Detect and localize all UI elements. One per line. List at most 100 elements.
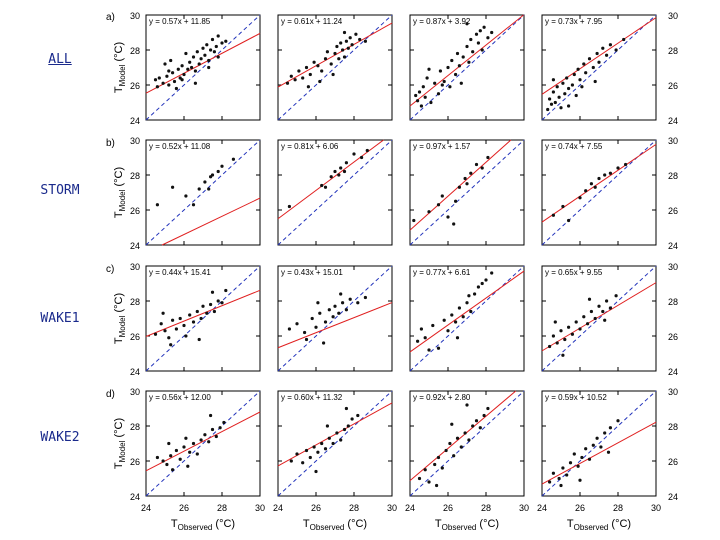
data-point [171, 318, 175, 322]
data-point [182, 323, 186, 328]
x-tick-label: 24 [273, 503, 283, 513]
data-point [455, 436, 460, 440]
data-point [363, 39, 367, 43]
data-point [339, 166, 343, 170]
data-point [459, 81, 463, 85]
data-point [199, 57, 203, 61]
fit-equation: y = 0.61x + 11.24 [281, 17, 343, 26]
data-point [327, 436, 331, 440]
row-label-storm: STORM [40, 183, 80, 198]
data-point [207, 440, 211, 444]
data-point [188, 60, 192, 64]
data-point [308, 455, 312, 460]
data-point [467, 438, 471, 442]
data-point [431, 323, 435, 328]
data-point [440, 466, 444, 470]
data-point [423, 468, 427, 472]
data-point [440, 194, 444, 198]
data-point [414, 93, 418, 98]
data-point [578, 327, 582, 331]
row-label-all: ALL [48, 52, 72, 67]
plot-frame [145, 265, 261, 372]
data-point [476, 41, 480, 45]
data-point [169, 58, 173, 63]
data-point [557, 95, 561, 99]
data-point [295, 452, 299, 456]
data-point [316, 64, 320, 68]
data-point [416, 99, 420, 103]
data-point [155, 203, 159, 207]
regression-line [409, 14, 524, 107]
data-point [318, 311, 322, 315]
data-point [446, 65, 450, 70]
data-point [191, 55, 196, 59]
x-tick-label: 30 [255, 503, 265, 513]
data-point [339, 438, 343, 442]
fit-equation: y = 0.65x + 9.55 [545, 268, 603, 277]
y-tick-label: 26 [668, 81, 678, 91]
data-point [201, 304, 205, 308]
data-point [435, 483, 439, 488]
data-point [222, 420, 226, 425]
data-point [482, 25, 486, 29]
data-point [350, 417, 354, 421]
y-axis-label: TModel (°C) [113, 418, 127, 469]
y-tick-label: 26 [668, 457, 678, 467]
data-point [454, 199, 458, 203]
data-point [548, 344, 552, 349]
data-point [548, 480, 552, 484]
regression-line [277, 402, 393, 467]
data-point [474, 419, 479, 423]
data-point [295, 322, 299, 326]
data-point [191, 203, 196, 207]
identity-line [409, 265, 525, 372]
data-point [331, 441, 335, 446]
data-point [180, 78, 184, 82]
data-point [548, 97, 552, 101]
data-point [348, 36, 352, 40]
data-point [304, 65, 309, 70]
data-point [597, 304, 601, 308]
data-point [335, 431, 339, 435]
fit-equation: y = 0.74x + 7.55 [545, 142, 603, 151]
x-tick-label: 28 [217, 503, 227, 513]
data-point [553, 100, 557, 105]
x-tick-label: 24 [537, 503, 547, 513]
plot-frame [277, 390, 393, 497]
identity-line [541, 14, 657, 121]
data-point [595, 51, 599, 56]
data-point [448, 85, 452, 89]
data-point [207, 58, 211, 63]
data-point [333, 51, 337, 56]
data-point [224, 39, 228, 43]
data-point [155, 455, 159, 460]
data-point [490, 30, 494, 35]
data-point [587, 57, 592, 61]
data-point [197, 337, 201, 342]
data-point [436, 346, 441, 350]
data-point [582, 315, 586, 319]
data-point [329, 175, 333, 179]
data-point [467, 294, 471, 298]
data-point [423, 336, 427, 340]
y-tick-label: 28 [130, 46, 140, 56]
data-point [329, 62, 333, 66]
data-point [342, 55, 347, 59]
data-point [165, 462, 169, 467]
regression-line [409, 390, 517, 481]
data-point [624, 162, 628, 167]
data-point [191, 320, 196, 324]
data-point [178, 457, 182, 461]
y-axis-label: TModel (°C) [113, 293, 127, 344]
data-point [480, 48, 484, 52]
y-tick-label: 24 [130, 116, 140, 126]
data-point [323, 57, 328, 61]
data-point [587, 297, 592, 301]
data-point [344, 39, 348, 43]
data-point [465, 182, 469, 186]
regression-line [161, 197, 261, 246]
data-point [188, 313, 192, 317]
data-point [161, 81, 165, 85]
data-point [342, 427, 347, 432]
data-point [591, 443, 595, 447]
